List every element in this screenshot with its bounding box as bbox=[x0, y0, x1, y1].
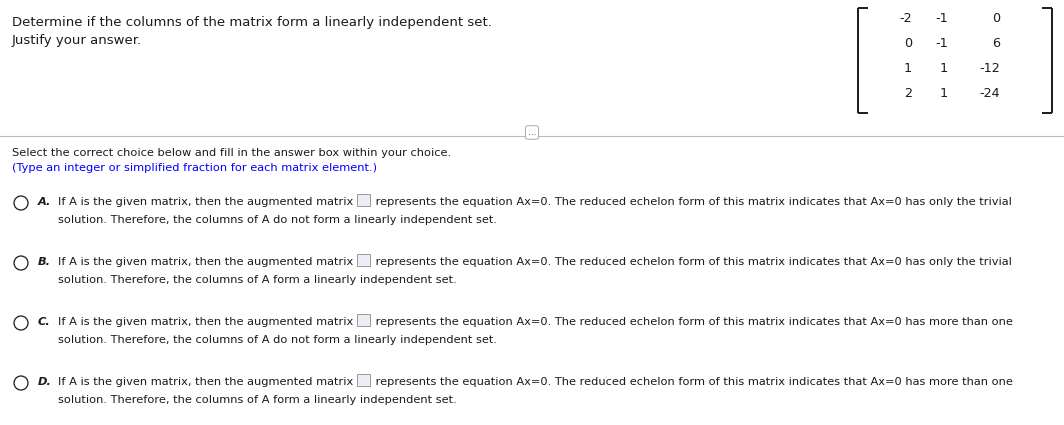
Text: Determine if the columns of the matrix form a linearly independent set.: Determine if the columns of the matrix f… bbox=[12, 16, 492, 29]
Text: 6: 6 bbox=[992, 37, 1000, 50]
FancyBboxPatch shape bbox=[356, 374, 370, 386]
Text: 1: 1 bbox=[904, 62, 912, 75]
FancyBboxPatch shape bbox=[356, 314, 370, 326]
Text: D.: D. bbox=[38, 377, 52, 387]
Text: represents the equation Ax​=​0. The reduced echelon form of this matrix indicate: represents the equation Ax​=​0. The redu… bbox=[372, 257, 1012, 267]
Text: represents the equation Ax​=​0. The reduced echelon form of this matrix indicate: represents the equation Ax​=​0. The redu… bbox=[372, 197, 1012, 207]
Text: ...: ... bbox=[528, 128, 536, 137]
Text: -1: -1 bbox=[935, 37, 948, 50]
Text: If A is the given matrix, then the augmented matrix: If A is the given matrix, then the augme… bbox=[59, 257, 356, 267]
Text: -12: -12 bbox=[979, 62, 1000, 75]
Text: 0: 0 bbox=[904, 37, 912, 50]
Text: -24: -24 bbox=[979, 87, 1000, 100]
Text: A.: A. bbox=[38, 197, 51, 207]
Text: -2: -2 bbox=[899, 12, 912, 25]
Text: represents the equation Ax​=​0. The reduced echelon form of this matrix indicate: represents the equation Ax​=​0. The redu… bbox=[372, 377, 1013, 387]
Text: (Type an integer or simplified fraction for each matrix element.): (Type an integer or simplified fraction … bbox=[12, 163, 377, 173]
Text: 1: 1 bbox=[940, 62, 948, 75]
Text: -1: -1 bbox=[935, 12, 948, 25]
Text: C.: C. bbox=[38, 317, 51, 327]
Text: 1: 1 bbox=[940, 87, 948, 100]
Text: represents the equation Ax​=​0. The reduced echelon form of this matrix indicate: represents the equation Ax​=​0. The redu… bbox=[372, 317, 1013, 327]
Text: If A is the given matrix, then the augmented matrix: If A is the given matrix, then the augme… bbox=[59, 197, 356, 207]
Text: If A is the given matrix, then the augmented matrix: If A is the given matrix, then the augme… bbox=[59, 317, 356, 327]
Text: Justify your answer.: Justify your answer. bbox=[12, 34, 143, 47]
Text: If A is the given matrix, then the augmented matrix: If A is the given matrix, then the augme… bbox=[59, 377, 356, 387]
FancyBboxPatch shape bbox=[356, 194, 370, 206]
Text: solution. Therefore, the columns of A form a linearly independent set.: solution. Therefore, the columns of A fo… bbox=[59, 395, 456, 405]
Text: 2: 2 bbox=[904, 87, 912, 100]
Text: solution. Therefore, the columns of A form a linearly independent set.: solution. Therefore, the columns of A fo… bbox=[59, 275, 456, 285]
FancyBboxPatch shape bbox=[356, 254, 370, 266]
Text: solution. Therefore, the columns of A do not form a linearly independent set.: solution. Therefore, the columns of A do… bbox=[59, 335, 497, 345]
Text: solution. Therefore, the columns of A do not form a linearly independent set.: solution. Therefore, the columns of A do… bbox=[59, 215, 497, 225]
Text: 0: 0 bbox=[992, 12, 1000, 25]
Text: B.: B. bbox=[38, 257, 51, 267]
Text: Select the correct choice below and fill in the answer box within your choice.: Select the correct choice below and fill… bbox=[12, 148, 451, 158]
